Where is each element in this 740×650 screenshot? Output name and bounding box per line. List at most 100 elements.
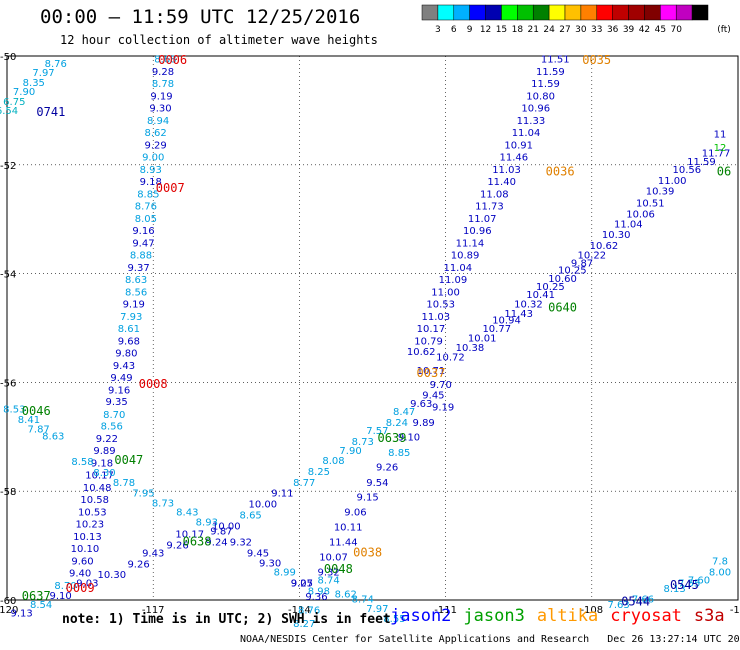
wave-height-value: 8.61 (118, 324, 140, 335)
wave-height-value: 10.11 (334, 522, 363, 533)
wave-height-value: 8.70 (103, 410, 125, 421)
track-time-label: 0008 (139, 377, 168, 391)
color-scale-label: 70 (670, 25, 682, 35)
track-time-label: 0038 (353, 545, 382, 559)
track-time-label: 0006 (158, 53, 187, 67)
color-scale-legend: 3 6 9 12 15 18 21 24 27 30 33 36 39 42 45 70 (ft) (421, 4, 730, 35)
wave-height-value: 9.89 (413, 418, 435, 429)
wave-height-value: 8.85 (137, 189, 159, 200)
wave-height-value: 9.70 (430, 380, 452, 391)
latitude-tick-label: -60 (0, 596, 16, 607)
wave-height-value: 8.55 (383, 614, 405, 625)
wave-height-value: 8.30 (93, 468, 115, 479)
wave-height-value: 8.68 (154, 55, 176, 66)
wave-height-value: 9.03 (76, 578, 98, 589)
wave-height-value: 10.30 (97, 570, 126, 581)
wave-height-value: 10.39 (646, 187, 675, 198)
wave-height-value: 9.89 (93, 446, 115, 457)
latitude-tick-label: -54 (0, 270, 16, 281)
color-scale-label: 33 (591, 25, 602, 35)
wave-height-value: 10.17 (175, 529, 204, 540)
wave-height-value: 8.43 (176, 508, 198, 519)
wave-height-value: 8.76 (135, 201, 157, 212)
track-time-label: 0035 (582, 53, 611, 67)
longitude-tick-label: -10 (730, 605, 740, 616)
wave-height-value: 9.45 (247, 548, 269, 559)
satellite-name: s3a (693, 606, 725, 626)
color-scale-label: 15 (496, 25, 507, 35)
track-time-label: 0545 (670, 578, 699, 592)
wave-height-value: 7.93 (120, 312, 142, 323)
longitude-tick-label: -117 (142, 605, 165, 616)
track-time-label: 0036 (546, 165, 575, 179)
wave-height-value: 9.54 (366, 478, 388, 489)
wave-height-value: 8.78 (152, 79, 174, 90)
wave-height-value: 11.59 (531, 79, 560, 90)
wave-height-value: 8.88 (130, 250, 152, 261)
track-time-label: 0007 (156, 181, 185, 195)
wave-height-value: 8.13 (664, 584, 686, 595)
wave-height-value: 11.00 (431, 287, 460, 298)
wave-height-value: 8.94 (147, 116, 169, 127)
wave-height-value: 12 (714, 143, 727, 154)
wave-height-value: 11.04 (443, 263, 472, 274)
wave-height-value: 9.16 (108, 385, 130, 396)
wave-height-value: 10.89 (451, 250, 480, 261)
wave-height-value: 9.07 (291, 578, 313, 589)
wave-height-value: 8.93 (140, 165, 162, 176)
wave-height-value: 10.41 (526, 290, 555, 301)
wave-height-value: 8.05 (135, 214, 157, 225)
wave-height-value: 9.45 (422, 391, 444, 402)
satellite-legend: jason2 jason3 altika cryosat s3a (390, 606, 737, 626)
color-scale-label: 42 (639, 25, 650, 35)
wave-height-value: 11.09 (439, 275, 468, 286)
wave-height-value: 9.00 (142, 152, 164, 163)
color-scale-label: 12 (480, 25, 491, 35)
wave-height-value: 11.03 (422, 312, 451, 323)
wave-height-value: 9.63 (410, 399, 432, 410)
wave-height-value: 8.70 (54, 581, 76, 592)
longitude-tick-label: -120 (0, 605, 18, 616)
wave-height-value: 9.87 (571, 259, 593, 270)
wave-height-value: 8.78 (113, 478, 135, 489)
wave-height-value: 9.49 (110, 373, 132, 384)
page-title: 00:00 – 11:59 UTC 12/25/2016 (40, 6, 361, 28)
wave-height-value: 9.37 (127, 263, 149, 274)
color-scale-label: 21 (527, 25, 538, 35)
satellite-name: jason3 (463, 606, 525, 626)
longitude-tick-label: -114 (288, 605, 311, 616)
wave-height-value: 9.10 (398, 433, 420, 444)
wave-height-value: 8.85 (388, 448, 410, 459)
wave-height-value: 8.53 (3, 404, 25, 415)
wave-height-value: 9.26 (127, 559, 149, 570)
wave-height-value: 8.27 (293, 619, 315, 630)
wave-height-value: 8.74 (318, 576, 340, 587)
wave-height-value: 8.47 (393, 407, 415, 418)
track-time-label: 0009 (66, 581, 95, 595)
wave-height-value: 11.73 (475, 201, 504, 212)
wave-height-value: 11 (714, 130, 727, 141)
wave-height-value: 10.01 (468, 334, 497, 345)
wave-height-value: 9.32 (230, 538, 252, 549)
satellite-name: cryosat (610, 606, 682, 626)
wave-height-value: 9.87 (210, 527, 232, 538)
wave-height-value: 10.62 (407, 347, 436, 358)
wave-height-value: 7.60 (688, 576, 710, 587)
wave-height-value: 10.53 (78, 508, 107, 519)
latitude-tick-label: -52 (0, 161, 16, 172)
wave-height-value: 10.79 (414, 336, 443, 347)
wave-height-value: 11.07 (468, 214, 497, 225)
wave-height-value: 8.62 (335, 589, 357, 600)
map-frame (6, 55, 739, 601)
wave-height-value: 10.00 (212, 521, 241, 532)
wave-height-value: 9.16 (132, 226, 154, 237)
wave-height-value: 8.24 (386, 418, 408, 429)
track-time-label: 0638 (183, 535, 212, 549)
wave-height-value: 9.60 (71, 557, 93, 568)
color-scale-label: 45 (655, 25, 666, 35)
wave-height-value: 9.06 (344, 508, 366, 519)
wave-height-value: 9.68 (118, 336, 140, 347)
wave-height-value: 9.29 (145, 140, 167, 151)
wave-height-value: 9.43 (113, 361, 135, 372)
wave-height-value: 9.15 (356, 492, 378, 503)
